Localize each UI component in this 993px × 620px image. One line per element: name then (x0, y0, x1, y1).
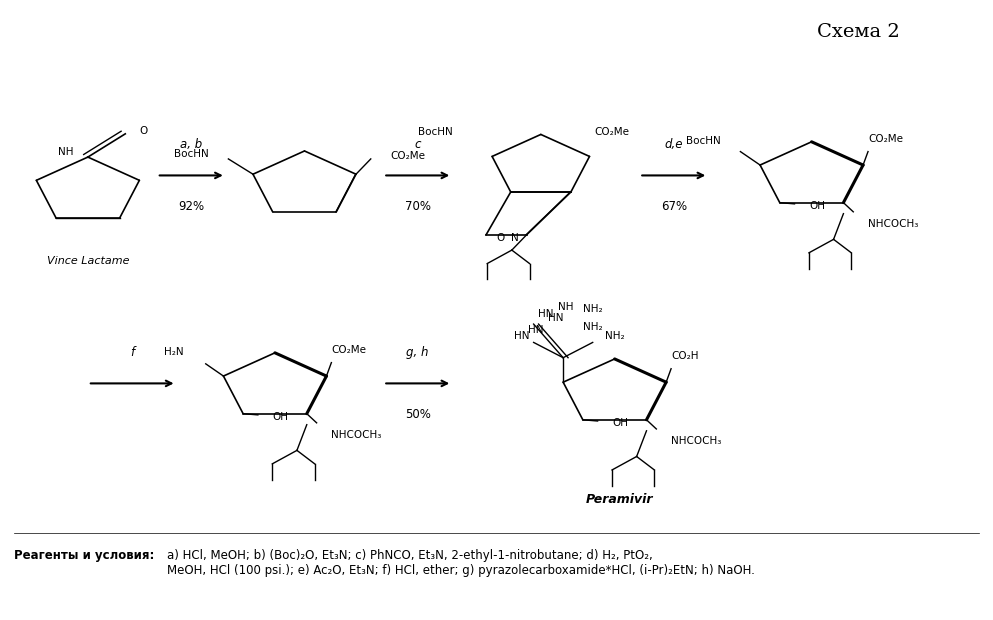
Text: Схема 2: Схема 2 (817, 22, 901, 40)
Text: a) HCl, MeOH; b) (Boc)₂O, Et₃N; c) PhNCO, Et₃N, 2-ethyl-1-nitrobutane; d) H₂, Pt: a) HCl, MeOH; b) (Boc)₂O, Et₃N; c) PhNCO… (167, 549, 755, 577)
Text: O: O (139, 126, 147, 136)
Text: NH₂: NH₂ (583, 304, 603, 314)
Text: CO₂Me: CO₂Me (332, 345, 366, 355)
Text: HN: HN (538, 309, 553, 319)
Text: NH: NH (558, 302, 574, 312)
Text: Vince Lactame: Vince Lactame (47, 256, 129, 266)
Text: NHCOCH₃: NHCOCH₃ (671, 436, 722, 446)
Text: OH: OH (273, 412, 289, 422)
Text: BocHN: BocHN (418, 127, 453, 137)
Text: d,e: d,e (664, 138, 683, 151)
Text: Реагенты и условия:: Реагенты и условия: (14, 549, 154, 562)
Text: CO₂Me: CO₂Me (868, 135, 903, 144)
Text: Peramivir: Peramivir (586, 493, 653, 506)
Text: HN: HN (514, 331, 529, 341)
Text: 50%: 50% (405, 408, 431, 421)
Text: CO₂H: CO₂H (671, 352, 699, 361)
Text: 92%: 92% (178, 200, 205, 213)
Text: HN: HN (548, 313, 563, 323)
Text: f: f (130, 346, 134, 359)
Text: 70%: 70% (405, 200, 431, 213)
Text: O: O (496, 233, 505, 243)
Text: NHCOCH₃: NHCOCH₃ (332, 430, 381, 440)
Text: OH: OH (613, 418, 629, 428)
Text: BocHN: BocHN (686, 136, 721, 146)
Text: BocHN: BocHN (174, 149, 209, 159)
Text: HN: HN (528, 325, 543, 335)
Text: a, b: a, b (180, 138, 203, 151)
Text: c: c (414, 138, 421, 151)
Text: CO₂Me: CO₂Me (390, 151, 426, 161)
Text: NHCOCH₃: NHCOCH₃ (868, 219, 919, 229)
Text: OH: OH (809, 201, 825, 211)
Text: NH: NH (59, 147, 73, 157)
Text: 67%: 67% (660, 200, 687, 213)
Text: CO₂Me: CO₂Me (595, 127, 630, 137)
Text: NH₂: NH₂ (605, 331, 625, 341)
Text: N: N (511, 233, 518, 243)
Text: g, h: g, h (406, 346, 429, 359)
Text: NH₂: NH₂ (583, 322, 603, 332)
Text: H₂N: H₂N (165, 347, 184, 356)
